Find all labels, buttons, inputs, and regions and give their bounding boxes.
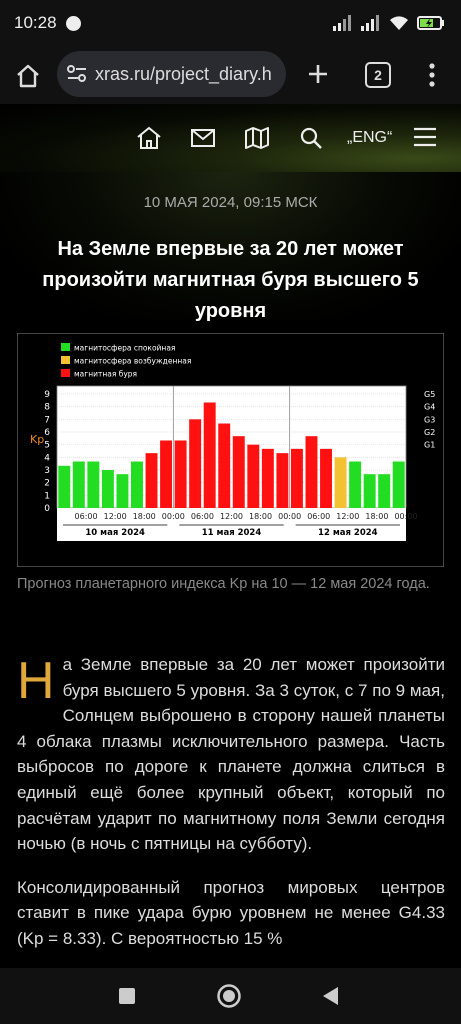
kp-bar bbox=[320, 448, 332, 508]
legend-swatch-1 bbox=[61, 356, 70, 364]
kp-bar bbox=[247, 444, 260, 508]
chart-caption: Прогноз планетарного индекса Kp на 10 — … bbox=[17, 576, 430, 592]
signal-icon bbox=[333, 15, 351, 31]
kp-bar bbox=[203, 402, 216, 508]
mail-icon[interactable] bbox=[190, 126, 216, 150]
home-icon[interactable] bbox=[14, 62, 42, 90]
time-tick: 12:00 bbox=[104, 512, 127, 521]
back-icon[interactable] bbox=[320, 985, 340, 1007]
kp-bar bbox=[116, 474, 129, 508]
paragraph-1-text: а Земле впервые за 20 лет может произойт… bbox=[17, 655, 445, 854]
kp-bar bbox=[101, 470, 114, 508]
y-axis-label: Kp bbox=[30, 433, 44, 446]
time-tick: 06:00 bbox=[307, 512, 330, 521]
map-icon[interactable] bbox=[244, 126, 270, 150]
language-label[interactable]: ENG bbox=[352, 129, 387, 146]
dropcap: Н bbox=[17, 652, 55, 710]
status-icons bbox=[333, 15, 445, 31]
status-time: 10:28 bbox=[14, 13, 57, 32]
kp-forecast-chart: магнитосфера спокойная магнитосфера возбу… bbox=[17, 333, 444, 567]
kp-bar bbox=[334, 457, 347, 508]
kp-bar bbox=[189, 419, 202, 508]
time-tick: 00:00 bbox=[278, 512, 301, 521]
kp-bar bbox=[145, 453, 158, 508]
y-tick-9: 9 bbox=[44, 390, 50, 400]
y-tick-0: 0 bbox=[44, 504, 50, 514]
time-tick: 00:00 bbox=[394, 512, 417, 521]
new-tab-icon[interactable] bbox=[306, 62, 330, 86]
day-label: 12 мая 2024 bbox=[318, 528, 378, 538]
signal-icon-2 bbox=[361, 15, 379, 31]
hamburger-menu-icon[interactable] bbox=[413, 126, 437, 148]
legend-swatch-2 bbox=[61, 369, 70, 377]
home-circle-icon[interactable] bbox=[216, 983, 242, 1009]
wifi-icon bbox=[390, 16, 408, 30]
time-tick: 06:00 bbox=[191, 512, 214, 521]
y-tick-7: 7 bbox=[44, 415, 50, 425]
menu-kebab-icon[interactable] bbox=[426, 62, 438, 88]
y-tick-4: 4 bbox=[44, 453, 50, 463]
time-tick: 18:00 bbox=[133, 512, 156, 521]
kp-bar bbox=[160, 440, 173, 508]
search-icon[interactable] bbox=[299, 126, 323, 150]
kp-bar bbox=[349, 461, 362, 508]
home-icon[interactable] bbox=[136, 126, 162, 150]
site-settings-icon[interactable] bbox=[67, 65, 87, 83]
kp-bar bbox=[305, 436, 318, 508]
address-bar[interactable]: xras.ru/project_diary.h bbox=[57, 51, 286, 97]
legend-swatch-0 bbox=[61, 343, 70, 351]
battery-charging-icon bbox=[417, 16, 444, 30]
kp-bar bbox=[261, 448, 274, 508]
y-tick-8: 8 bbox=[44, 403, 50, 413]
legend-label-1: магнитосфера возбужденная bbox=[74, 357, 191, 366]
notification-dot-icon bbox=[66, 16, 81, 31]
time-tick: 12:00 bbox=[220, 512, 243, 521]
kp-bar bbox=[378, 474, 391, 508]
kp-bar bbox=[131, 461, 143, 508]
time-tick: 12:00 bbox=[336, 512, 359, 521]
g-scale-tick-G3: G3 bbox=[424, 415, 435, 424]
legend-label-0: магнитосфера спокойная bbox=[74, 344, 175, 353]
kp-bar bbox=[290, 448, 303, 508]
day-label: 11 мая 2024 bbox=[202, 528, 262, 538]
article-title: На Земле впервые за 20 лет может произой… bbox=[42, 238, 419, 322]
kp-bar bbox=[232, 436, 245, 508]
site-header: „ENG“ bbox=[0, 104, 461, 172]
browser-toolbar: xras.ru/project_diary.h 2 bbox=[0, 48, 461, 104]
kp-bar bbox=[174, 440, 187, 508]
time-tick: 18:00 bbox=[249, 512, 272, 521]
g-scale-tick-G5: G5 bbox=[424, 390, 435, 399]
g-scale-tick-G4: G4 bbox=[424, 403, 435, 412]
y-tick-5: 5 bbox=[44, 441, 50, 451]
status-bar: 10:28 bbox=[0, 0, 461, 48]
recents-icon[interactable] bbox=[118, 987, 136, 1005]
kp-bar bbox=[58, 465, 71, 508]
system-navigation-bar bbox=[0, 968, 461, 1024]
legend-label-2: магнитная буря bbox=[74, 370, 137, 379]
time-tick: 06:00 bbox=[75, 512, 98, 521]
time-tick: 18:00 bbox=[365, 512, 388, 521]
y-tick-1: 1 bbox=[44, 491, 50, 501]
y-tick-3: 3 bbox=[44, 466, 50, 476]
kp-bar bbox=[218, 423, 231, 508]
article-date: 10 МАЯ 2024, 09:15 МСК bbox=[143, 194, 318, 211]
kp-bar bbox=[276, 453, 289, 508]
language-switch[interactable]: „ENG“ bbox=[347, 129, 393, 146]
y-tick-2: 2 bbox=[44, 479, 50, 489]
g-scale-tick-G1: G1 bbox=[424, 441, 435, 450]
y-tick-6: 6 bbox=[44, 428, 50, 438]
kp-bar bbox=[72, 461, 85, 508]
url-text[interactable]: xras.ru/project_diary.h bbox=[95, 64, 272, 84]
kp-bar bbox=[392, 461, 405, 508]
day-label: 10 мая 2024 bbox=[85, 528, 145, 538]
kp-bar bbox=[363, 474, 376, 508]
g-scale-tick-G2: G2 bbox=[424, 428, 435, 437]
article-header: 10 МАЯ 2024, 09:15 МСК На Земле впервые … bbox=[0, 172, 461, 322]
time-tick: 00:00 bbox=[162, 512, 185, 521]
tab-switcher-button[interactable]: 2 bbox=[365, 62, 391, 88]
kp-bar bbox=[87, 461, 100, 508]
paragraph-2: Консолидированный прогноз мировых центро… bbox=[17, 877, 445, 948]
